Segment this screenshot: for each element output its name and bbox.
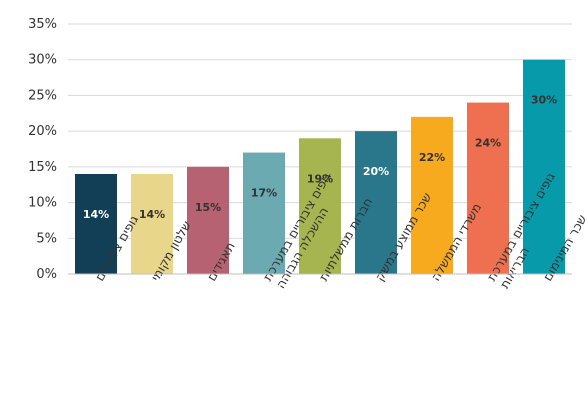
value-label: 24% [475,137,501,150]
value-label: 30% [531,94,557,107]
value-label: 17% [251,187,277,200]
bar [243,152,285,274]
bar [411,116,453,274]
bar [131,174,173,274]
value-label: 20% [363,165,389,178]
y-tick-label: 0% [36,267,57,282]
value-label: 19% [307,172,333,185]
y-tick-label: 30% [28,53,57,68]
bar [187,166,229,274]
bar [467,102,509,274]
bar [523,59,565,274]
y-tick-label: 5% [36,231,57,246]
y-tick-label: 20% [28,124,57,139]
y-tick-label: 25% [28,88,57,103]
value-labels: 14% 14% 15% 17% 19% 20% 22% 24% 30% [83,94,557,221]
value-label: 14% [83,208,109,221]
bar [299,138,341,274]
y-axis-ticks: 0% 5% 10% 15% 20% 25% 30% 35% [28,17,57,282]
bar [355,131,397,274]
value-label: 15% [195,201,221,214]
bar [75,174,117,274]
y-tick-label: 35% [28,17,57,32]
y-tick-label: 10% [28,196,57,211]
y-tick-label: 15% [28,160,57,175]
value-label: 22% [419,151,445,164]
bars [75,59,565,274]
value-label: 14% [139,208,165,221]
